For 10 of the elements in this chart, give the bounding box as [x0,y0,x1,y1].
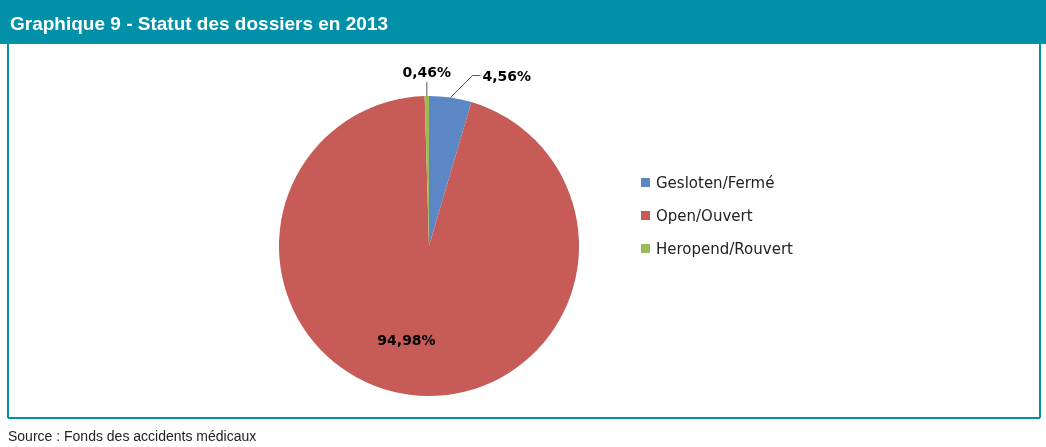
chart-title: Graphique 9 - Statut des dossiers en 2013 [10,13,389,34]
legend-label: Gesloten/Fermé [656,174,775,192]
legend-label: Heropend/Rouvert [656,240,794,258]
data-label: 4,56% [482,67,531,84]
pie-slice [429,96,472,246]
pie-slice [279,96,579,396]
data-label: 0,46% [402,64,452,81]
legend-label: Open/Ouvert [656,207,753,225]
data-label: 94,98% [377,332,436,349]
source-note: Source : Fonds des accidents médicaux [8,428,257,444]
